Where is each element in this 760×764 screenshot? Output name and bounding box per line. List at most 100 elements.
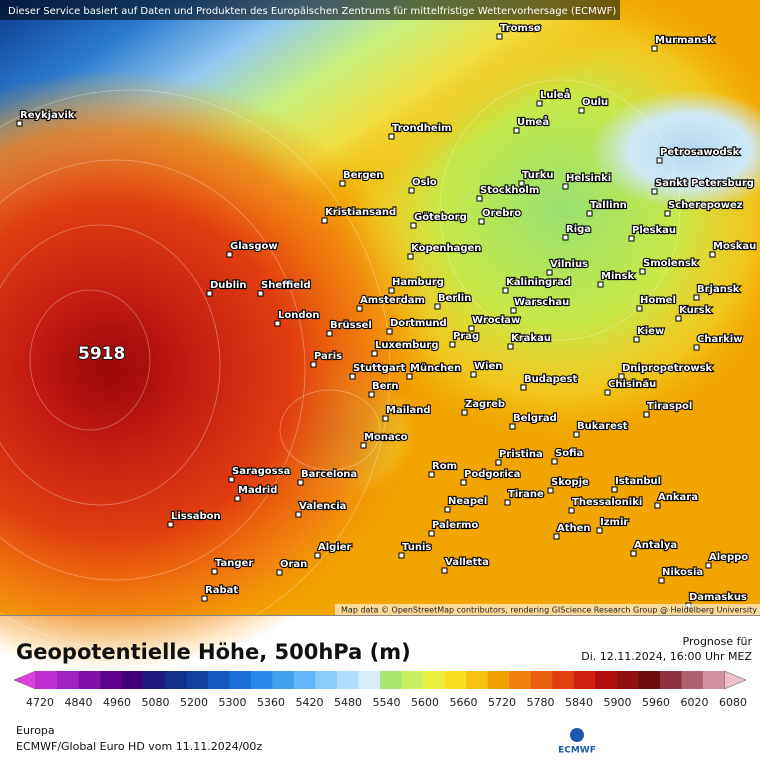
city-label: Homel — [640, 295, 676, 306]
city-marker — [321, 217, 328, 224]
city-marker — [468, 325, 475, 332]
city-marker — [507, 343, 514, 350]
colorbar-segment — [466, 671, 488, 689]
city-marker — [476, 195, 483, 202]
city-label: Neapel — [448, 496, 487, 507]
city-label: Warschau — [514, 297, 569, 308]
city-marker — [586, 210, 593, 217]
colorbar-segment — [616, 671, 639, 689]
city-label: Kristiansand — [325, 207, 396, 218]
city-marker — [628, 235, 635, 242]
field-trough — [590, 90, 760, 210]
city-marker — [596, 527, 603, 534]
colorbar-tick-label: 4720 — [26, 696, 54, 709]
city-marker — [339, 180, 346, 187]
city-label: Bergen — [343, 170, 383, 181]
city-label: Oran — [280, 559, 307, 570]
city-label: Smolensk — [643, 258, 698, 269]
city-marker — [349, 373, 356, 380]
colorbar-segment — [121, 671, 144, 689]
city-label: Aleppo — [709, 552, 748, 563]
city-label: Charkiw — [697, 334, 742, 345]
colorbar-segment — [659, 671, 682, 689]
city-marker — [201, 595, 208, 602]
city-label: München — [410, 363, 461, 374]
colorbar-segment — [552, 671, 575, 689]
colorbar-tick-label: 5200 — [180, 696, 208, 709]
city-marker — [388, 133, 395, 140]
colorbar-segment — [638, 671, 661, 689]
city-label: Budapest — [524, 374, 578, 385]
city-marker — [228, 476, 235, 483]
city-label: Orebro — [482, 208, 521, 219]
city-label: Tallinn — [590, 200, 627, 211]
city-marker — [444, 506, 451, 513]
city-marker — [406, 373, 413, 380]
city-label: Helsinki — [566, 173, 611, 184]
city-label: Turku — [522, 170, 554, 181]
city-marker — [551, 458, 558, 465]
city-marker — [326, 330, 333, 337]
city-label: Minsk — [601, 271, 634, 282]
city-label: Valletta — [445, 557, 489, 568]
city-marker — [636, 305, 643, 312]
city-marker — [434, 303, 441, 310]
city-label: Antalya — [634, 540, 677, 551]
city-marker — [643, 411, 650, 418]
colorbar-segment — [100, 671, 122, 689]
colorbar-tick-label: 5900 — [604, 696, 632, 709]
city-marker — [407, 253, 414, 260]
city-label: Zagreb — [465, 399, 505, 410]
colorbar-segment — [143, 671, 166, 689]
city-marker — [618, 373, 625, 380]
colorbar-tick-label: 5080 — [142, 696, 170, 709]
city-label: Algier — [318, 542, 352, 553]
city-marker — [518, 180, 525, 187]
city-marker — [276, 569, 283, 576]
colorbar-segment — [444, 671, 467, 689]
city-label: Kiew — [637, 326, 664, 337]
city-marker — [297, 479, 304, 486]
city-marker — [167, 521, 174, 528]
colorbar-segment — [423, 671, 445, 689]
city-marker — [597, 281, 604, 288]
city-marker — [388, 287, 395, 294]
colorbar-segment — [164, 671, 187, 689]
colorbar-tick-label: 5720 — [488, 696, 516, 709]
colorbar-tick-label: 5660 — [450, 696, 478, 709]
notice: Dieser Service basiert auf Daten und Pro… — [8, 6, 616, 17]
city-label: Umeå — [517, 115, 549, 128]
city-label: Luxemburg — [375, 340, 439, 351]
city-label: Pleskau — [632, 225, 676, 236]
city-marker — [651, 45, 658, 52]
city-marker — [356, 305, 363, 312]
city-label: Istanbul — [615, 476, 661, 487]
city-marker — [630, 550, 637, 557]
city-marker — [536, 100, 543, 107]
colorbar-segment — [186, 671, 209, 689]
city-label: Madrid — [238, 485, 277, 496]
colorbar-segment — [78, 671, 101, 689]
colorbar-tick-label: 6020 — [681, 696, 709, 709]
colorbar-tick-label: 4840 — [65, 696, 93, 709]
city-label: Izmir — [600, 517, 628, 528]
city-marker — [693, 294, 700, 301]
city-label: Riga — [566, 224, 591, 235]
city-marker — [314, 552, 321, 559]
city-label: Göteborg — [414, 212, 467, 223]
city-label: Barcelona — [301, 469, 357, 480]
forecast-label: Prognose für — [683, 635, 753, 648]
city-label: Brjansk — [697, 284, 740, 295]
city-marker — [226, 251, 233, 258]
city-label: Dortmund — [390, 318, 447, 329]
city-label: Dublin — [210, 280, 247, 291]
city-marker — [428, 471, 435, 478]
colorbar-arrow — [724, 670, 747, 690]
city-marker — [693, 344, 700, 351]
colorbar-tick-label: 4960 — [103, 696, 131, 709]
colorbar-tick-label: 5300 — [219, 696, 247, 709]
city-marker — [368, 391, 375, 398]
city-marker — [16, 120, 23, 127]
attribution: Map data © OpenStreetMap contributors, r… — [341, 606, 757, 615]
city-label: Tromsø — [500, 23, 541, 34]
